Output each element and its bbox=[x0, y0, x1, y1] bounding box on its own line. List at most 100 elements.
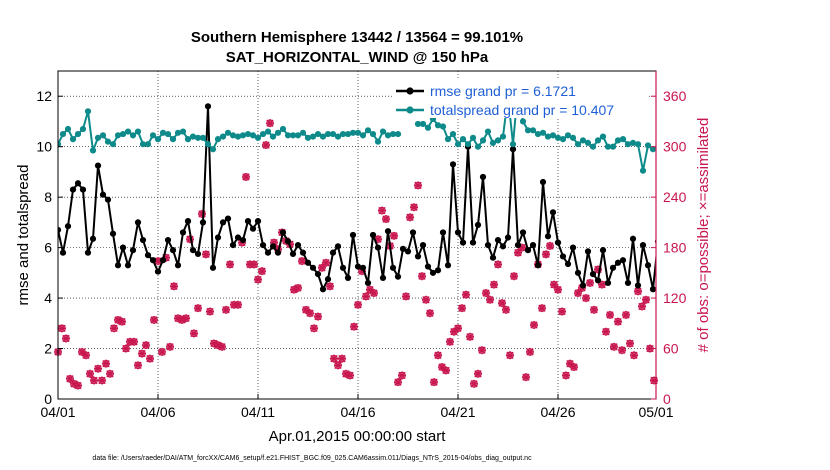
obs-assimilated-marker bbox=[374, 235, 382, 244]
totalspread-point bbox=[379, 128, 387, 135]
obs-assimilated-marker bbox=[186, 235, 194, 244]
obs-assimilated-marker bbox=[142, 341, 150, 350]
rmse-point bbox=[484, 241, 492, 249]
rmse-point bbox=[259, 241, 267, 249]
obs-assimilated-marker bbox=[606, 310, 614, 319]
obs-assimilated-marker bbox=[190, 329, 198, 338]
obs-assimilated-marker bbox=[438, 363, 446, 372]
totalspread-point bbox=[284, 132, 292, 139]
obs-assimilated-marker bbox=[454, 324, 462, 333]
y-tick-label: 10 bbox=[36, 139, 52, 155]
obs-assimilated-marker bbox=[510, 272, 518, 281]
obs-assimilated-marker bbox=[138, 349, 146, 358]
obs-assimilated-marker bbox=[90, 376, 98, 385]
rmse-point bbox=[99, 191, 107, 198]
obs-assimilated-marker bbox=[194, 304, 202, 313]
totalspread-point bbox=[619, 136, 627, 143]
rmse-point bbox=[449, 161, 457, 168]
rmse-point bbox=[164, 236, 172, 244]
totalspread-point bbox=[579, 137, 587, 144]
totalspread-point bbox=[159, 129, 167, 136]
totalspread-point bbox=[349, 129, 357, 136]
rmse-point bbox=[444, 262, 452, 269]
rmse-point bbox=[544, 233, 552, 240]
obs-assimilated-marker bbox=[442, 366, 450, 375]
obs-assimilated-marker bbox=[394, 378, 402, 387]
totalspread-point bbox=[64, 125, 72, 133]
obs-assimilated-marker bbox=[94, 364, 102, 373]
obs-assimilated-marker bbox=[582, 294, 590, 303]
rmse-point bbox=[479, 173, 487, 181]
obs-assimilated-marker bbox=[158, 347, 166, 356]
totalspread-point bbox=[134, 128, 142, 135]
totalspread-point bbox=[129, 132, 137, 139]
totalspread-point bbox=[680, 165, 686, 171]
rmse-point bbox=[439, 229, 447, 236]
rmse-point bbox=[319, 286, 327, 293]
obs-assimilated-marker bbox=[326, 282, 334, 291]
totalspread-point bbox=[529, 127, 537, 134]
obs-assimilated-marker bbox=[566, 359, 574, 368]
totalspread-point bbox=[479, 137, 487, 144]
totalspread-point bbox=[184, 136, 192, 143]
totalspread-point bbox=[264, 128, 272, 135]
rmse-point bbox=[364, 279, 372, 287]
obs-assimilated-marker bbox=[226, 260, 234, 269]
totalspread-point bbox=[354, 129, 362, 136]
obs-assimilated-marker bbox=[434, 351, 442, 360]
right-tick-label: 120 bbox=[663, 290, 687, 306]
legend-box bbox=[392, 78, 648, 118]
rmse-point bbox=[109, 230, 117, 237]
obs-markers bbox=[54, 119, 658, 390]
obs-assimilated-marker bbox=[630, 351, 638, 360]
obs-assimilated-marker bbox=[270, 238, 278, 247]
obs-assimilated-marker bbox=[346, 371, 354, 380]
totalspread-point bbox=[544, 133, 552, 140]
totalspread-point bbox=[574, 141, 582, 148]
totalspread-point bbox=[469, 134, 477, 141]
rmse-point bbox=[64, 223, 72, 230]
obs-assimilated-marker bbox=[402, 292, 410, 301]
rmse-point bbox=[169, 247, 177, 254]
rmse-point bbox=[494, 236, 502, 244]
rmse-point bbox=[524, 247, 532, 254]
obs-assimilated-marker bbox=[114, 315, 122, 324]
rmse-point bbox=[454, 229, 462, 236]
obs-assimilated-marker bbox=[74, 381, 82, 390]
obs-assimilated-marker bbox=[198, 209, 206, 218]
rmse-point bbox=[634, 282, 642, 289]
totalspread-point bbox=[624, 141, 632, 148]
obs-assimilated-marker bbox=[218, 342, 226, 351]
rmse-point bbox=[159, 257, 167, 264]
rmse-point bbox=[534, 262, 542, 269]
totalspread-point bbox=[339, 130, 347, 138]
obs-assimilated-marker bbox=[210, 339, 218, 348]
rmse-point bbox=[194, 250, 202, 258]
y-tick-label: 4 bbox=[44, 290, 52, 306]
right-axis-label: # of obs: o=possible; ×=assimilated bbox=[695, 118, 712, 353]
rmse-point bbox=[594, 277, 602, 284]
totalspread-point bbox=[319, 133, 327, 140]
rmse-point bbox=[274, 249, 282, 256]
obs-assimilated-marker bbox=[82, 351, 90, 360]
rmse-point bbox=[144, 252, 152, 259]
obs-assimilated-marker bbox=[334, 361, 342, 370]
totalspread-point bbox=[94, 134, 102, 141]
obs-assimilated-marker bbox=[234, 300, 242, 309]
totalspread-point bbox=[259, 130, 267, 138]
totalspread-point bbox=[344, 130, 352, 138]
obs-assimilated-marker bbox=[570, 363, 578, 372]
obs-assimilated-marker bbox=[486, 295, 494, 304]
obs-assimilated-marker bbox=[134, 361, 142, 370]
right-tick-label: 300 bbox=[663, 139, 687, 155]
rmse-point bbox=[324, 276, 332, 283]
x-tick-label: 04/26 bbox=[540, 404, 575, 420]
rmse-point bbox=[294, 241, 302, 249]
rmse-point bbox=[189, 247, 197, 254]
rmse-point bbox=[604, 279, 612, 287]
rmse-point bbox=[379, 274, 387, 281]
y-tick-label: 6 bbox=[44, 240, 52, 256]
rmse-point bbox=[304, 259, 312, 266]
obs-assimilated-marker bbox=[634, 287, 642, 296]
